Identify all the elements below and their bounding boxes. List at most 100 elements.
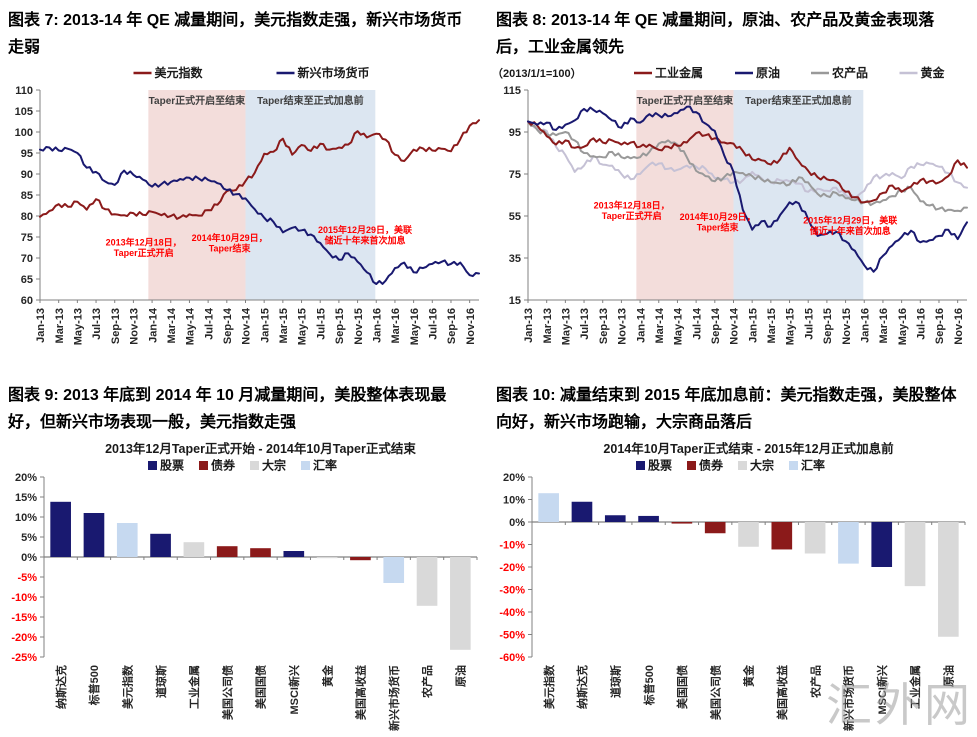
event-annotation-line: 2014年10月29日， <box>680 211 756 222</box>
chart-subtitle: 2014年10月Taper正式结束 - 2015年12月正式加息前 <box>603 441 894 456</box>
x-category-label: MSCI新兴 <box>875 665 889 715</box>
x-category-label: 原油 <box>454 665 468 687</box>
x-category-label: 纳斯达克 <box>54 665 68 709</box>
band-label: Taper结束至正式加息前 <box>745 94 852 107</box>
legend-label: 大宗 <box>262 458 286 473</box>
x-tick-label: Jan-16 <box>371 308 383 343</box>
x-category-label: 黄金 <box>742 664 756 687</box>
y-tick-label: -40% <box>499 607 525 619</box>
x-tick-label: Jul-16 <box>427 308 439 340</box>
chart-subtitle: 2013年12月Taper正式开始 - 2014年10月Taper正式结束 <box>105 441 416 456</box>
event-annotation-line: 2014年10月29日， <box>192 232 268 243</box>
y-tick-label: 60 <box>21 295 33 307</box>
legend-square-swatch <box>250 461 259 470</box>
bar-道琼斯 <box>604 515 626 522</box>
band-label: Taper结束至正式加息前 <box>257 94 364 107</box>
y-tick-label: -15% <box>11 612 37 624</box>
legend-square-swatch <box>738 461 747 470</box>
x-category-label: 美国高收益 <box>775 665 789 720</box>
x-tick-label: Nov-13 <box>129 308 141 345</box>
y-tick-label: -50% <box>499 630 525 642</box>
bar-纳斯达克 <box>571 501 593 522</box>
event-annotation-line: 2013年12月18日， <box>594 200 670 211</box>
legend-item: 股票 <box>636 458 672 473</box>
shaded-period-band <box>245 90 376 300</box>
y-tick-label: 75 <box>21 232 33 244</box>
x-tick-label: Nov-16 <box>953 308 965 345</box>
legend-label: 新兴市场货币 <box>298 65 370 80</box>
x-tick-label: May-13 <box>73 308 85 345</box>
x-category-label: 工业金属 <box>187 665 201 709</box>
x-tick-label: Jan-15 <box>747 308 759 343</box>
y-tick-label: 105 <box>15 106 33 118</box>
series-line-新兴市场货币 <box>39 146 480 285</box>
shaded-period-band <box>636 90 734 300</box>
y-tick-label: -25% <box>11 652 37 664</box>
index-base-note: （2013/1/1=100） <box>492 67 582 80</box>
x-tick-label: May-14 <box>185 307 197 345</box>
x-tick-label: Jul-16 <box>915 308 927 340</box>
y-tick-label: -20% <box>11 632 37 644</box>
legend-item: 大宗 <box>250 458 286 473</box>
figure-10-title: 图表 10: 减量结束到 2015 年底加息前：美元指数走强，美股整体向好，新兴… <box>496 387 957 431</box>
x-category-label: 美元指数 <box>120 664 134 709</box>
event-annotation-line: 2013年12月18日， <box>106 236 182 247</box>
x-tick-label: Mar-13 <box>542 308 554 343</box>
band-label: Taper正式开启至结束 <box>149 94 246 107</box>
legend-item: 股票 <box>148 458 184 473</box>
x-tick-label: Jul-14 <box>203 307 215 340</box>
shaded-period-band <box>733 90 864 300</box>
y-tick-label: -30% <box>499 585 525 597</box>
x-tick-label: Mar-16 <box>390 308 402 343</box>
x-tick-label: Mar-13 <box>54 308 66 343</box>
legend-label: 股票 <box>648 458 672 473</box>
y-tick-label: 100 <box>15 127 33 139</box>
legend-label: 债券 <box>211 458 236 473</box>
bar-工业金属 <box>904 522 926 587</box>
legend-item: 美元指数 <box>133 65 204 80</box>
y-tick-label: -60% <box>499 652 525 664</box>
x-category-label: 农产品 <box>420 665 434 699</box>
x-category-label: 美国高收益 <box>354 665 368 720</box>
y-tick-label: 20% <box>15 472 37 484</box>
figure-9-panel: 图表 9: 2013 年底到 2014 年 10 月减量期间，美股整体表现最好，… <box>0 375 488 737</box>
x-tick-label: Sep-15 <box>822 308 834 344</box>
bar-新兴市场货币 <box>838 522 859 564</box>
x-category-label: MSCI新兴 <box>287 665 301 715</box>
bar-工业金属 <box>183 542 205 557</box>
bar-标普500 <box>83 513 105 557</box>
legend-label: 债券 <box>699 458 724 473</box>
y-tick-label: -10% <box>11 592 37 604</box>
bar-标普500 <box>638 515 659 522</box>
y-tick-label: 15% <box>15 492 37 504</box>
legend-item: 汇率 <box>301 458 337 473</box>
y-tick-label: 35 <box>509 253 521 265</box>
x-category-label: 黄金 <box>320 664 334 687</box>
y-tick-label: 15 <box>509 295 521 307</box>
legend-item: 债券 <box>199 458 236 473</box>
x-tick-label: Jan-14 <box>147 307 159 343</box>
bar-农产品 <box>416 557 438 606</box>
x-tick-label: Nov-13 <box>617 308 629 345</box>
figure-8-title: 图表 8: 2013-14 年 QE 减量期间，原油、农产品及黄金表现落后，工业… <box>496 12 935 56</box>
y-tick-label: 20% <box>503 472 525 484</box>
x-tick-label: Jan-15 <box>259 308 271 343</box>
x-category-label: 新兴市场货币 <box>842 665 856 731</box>
x-tick-label: May-15 <box>785 308 797 345</box>
series-line-农产品 <box>527 120 968 213</box>
event-annotation-line: 2015年12月29日，美联 <box>318 224 413 235</box>
x-tick-label: Nov-14 <box>241 307 253 345</box>
x-tick-label: May-16 <box>897 308 909 345</box>
legend-label: 原油 <box>756 65 780 80</box>
y-tick-label: 95 <box>21 148 33 160</box>
event-annotation-line: Taper正式开启 <box>114 247 174 258</box>
x-tick-label: Nov-15 <box>841 308 853 345</box>
x-category-label: 美国公司债 <box>708 665 722 720</box>
event-annotation-line: 储近十年来首次加息 <box>810 225 891 236</box>
bar-美国高收益 <box>350 557 371 561</box>
bar-原油 <box>450 557 471 650</box>
x-tick-label: Nov-16 <box>465 308 477 345</box>
